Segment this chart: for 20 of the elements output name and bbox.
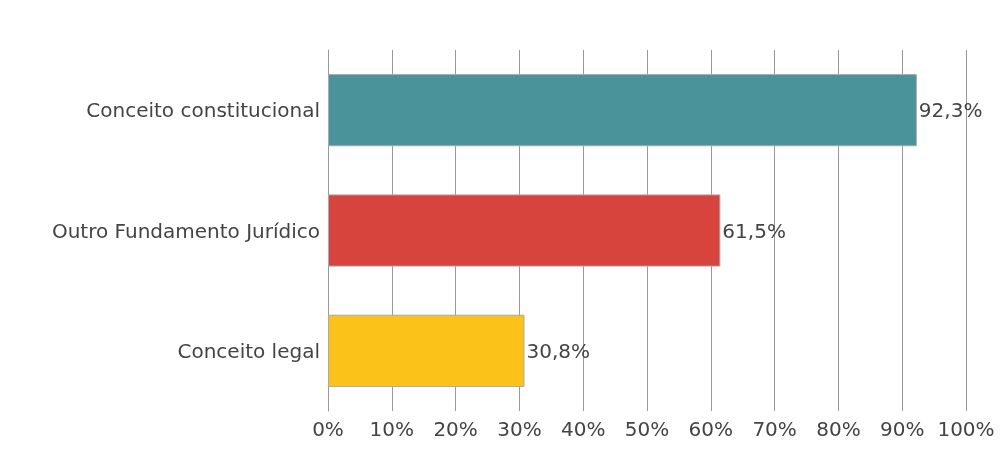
x-tick-label: 80% bbox=[816, 417, 861, 441]
bar bbox=[328, 314, 525, 387]
x-tick-label: 100% bbox=[937, 417, 995, 441]
bar bbox=[328, 74, 917, 147]
y-tick-label: Conceito constitucional bbox=[86, 98, 320, 123]
x-tick-label: 40% bbox=[560, 417, 606, 441]
x-tick-label: 50% bbox=[624, 417, 670, 441]
bar bbox=[328, 194, 721, 267]
x-tick-label: 70% bbox=[752, 417, 797, 441]
x-tick-label: 60% bbox=[688, 417, 734, 441]
data-label: 92,3% bbox=[918, 98, 983, 123]
x-tick-label: 90% bbox=[879, 417, 925, 441]
y-tick-label: Outro Fundamento Jurídico bbox=[51, 218, 320, 243]
x-tick-label: 20% bbox=[433, 417, 478, 441]
data-label: 30,8% bbox=[526, 338, 591, 363]
x-tick-label: 30% bbox=[497, 417, 542, 441]
x-tick-label: 0% bbox=[312, 417, 344, 441]
x-tick-label: 10% bbox=[369, 417, 415, 441]
data-label: 61,5% bbox=[722, 218, 786, 243]
y-tick-label: Conceito legal bbox=[177, 338, 320, 363]
